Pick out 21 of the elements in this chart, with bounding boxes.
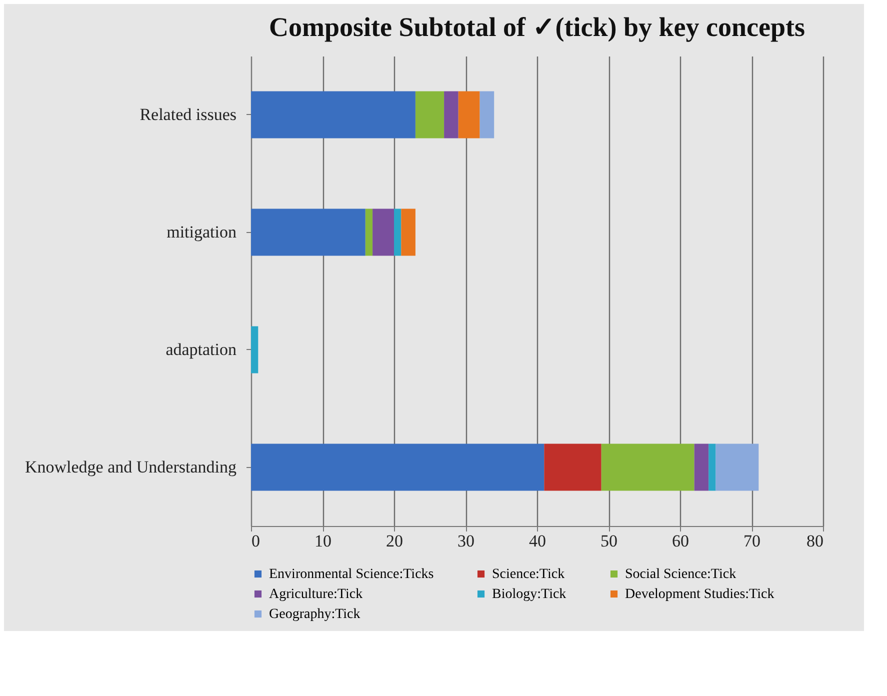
- x-tick-label: 0: [252, 532, 260, 550]
- y-tick-label: adaptation: [166, 340, 237, 359]
- y-tick-label: Related issues: [140, 104, 236, 124]
- x-tick-label: 70: [744, 532, 760, 550]
- x-tick-label: 30: [458, 532, 474, 550]
- legend-label: Geography:Tick: [269, 607, 360, 622]
- y-tick-label: Knowledge and Understanding: [24, 457, 237, 476]
- legend-label: Development Studies:Tick: [625, 587, 774, 602]
- legend-label: Biology:Tick: [492, 587, 566, 602]
- x-tick-label: 20: [386, 532, 403, 550]
- chart-title: Composite Subtotal of ✓(tick) by key concepts: [269, 12, 805, 42]
- legend-label: Social Science:Tick: [625, 567, 736, 582]
- x-tick-label: 10: [314, 532, 332, 550]
- legend-label: Science:Tick: [492, 567, 565, 582]
- legend-label: Agriculture:Tick: [269, 587, 363, 602]
- x-tick-label: 80: [806, 532, 824, 550]
- y-tick-label: mitigation: [166, 222, 237, 242]
- x-tick-label: 60: [672, 532, 689, 550]
- legend-label: Environmental Science:Ticks: [269, 567, 434, 582]
- x-tick-label: 40: [529, 532, 546, 550]
- x-tick-label: 50: [600, 532, 618, 550]
